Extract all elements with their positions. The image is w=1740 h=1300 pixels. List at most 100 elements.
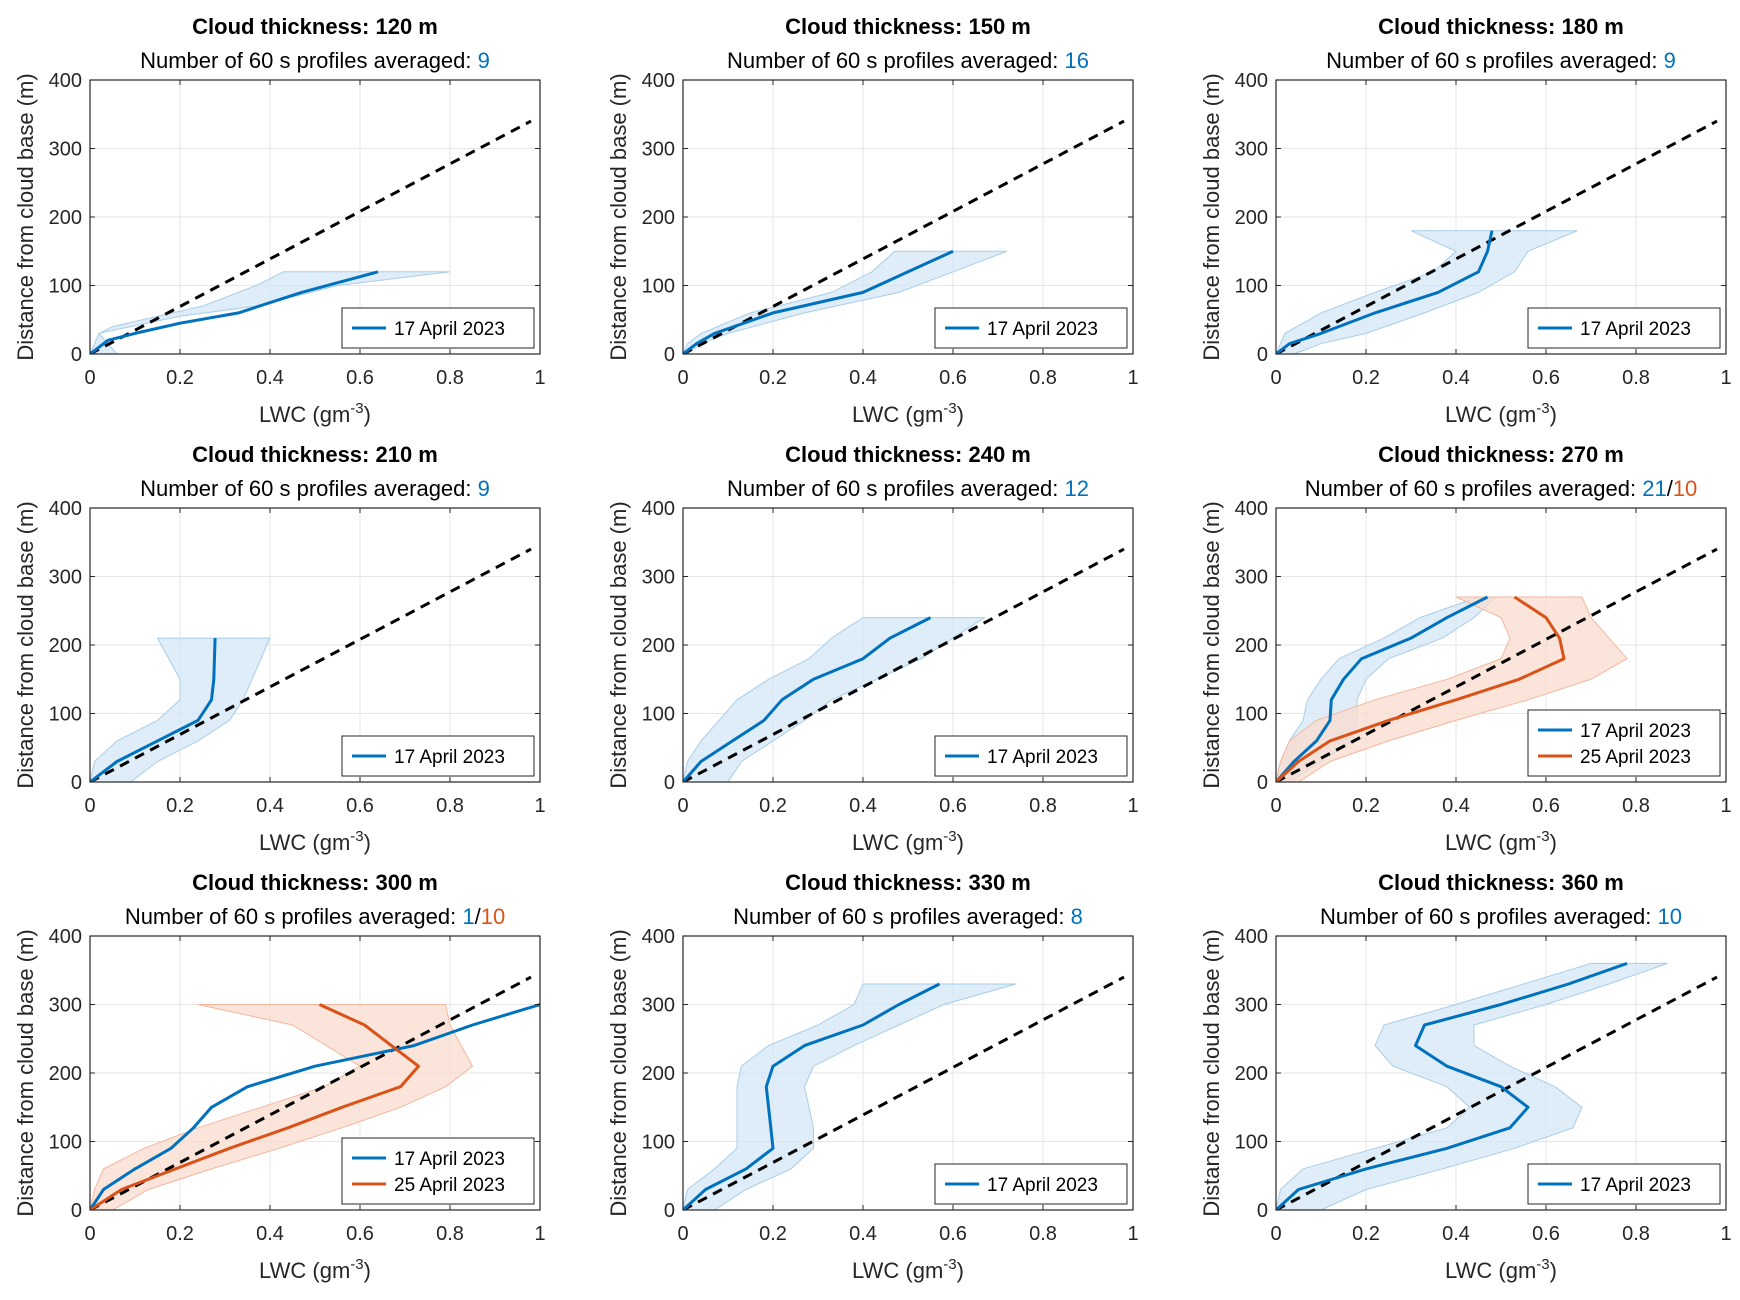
x-axis-label: LWC (gm-3) (852, 1256, 964, 1283)
subtitle-count-1: 9 (478, 476, 490, 501)
y-tick-label: 300 (642, 995, 675, 1017)
subtitle-prefix: Number of 60 s profiles averaged: (727, 48, 1065, 73)
x-tick-label: 0.2 (166, 1223, 194, 1245)
y-tick-label: 0 (664, 1200, 675, 1222)
x-axis-label-sup: -3 (350, 1256, 363, 1273)
y-tick-label: 300 (1235, 995, 1268, 1017)
x-tick-label: 0 (677, 367, 688, 389)
legend: 17 April 2023 (934, 307, 1128, 349)
x-tick-label: 0.2 (166, 795, 194, 817)
legend-label-2: 25 April 2023 (394, 1175, 505, 1196)
reference-dashed-line (90, 547, 532, 782)
chart-subtitle: Number of 60 s profiles averaged: 12 (727, 476, 1089, 501)
y-axis-label: Distance from cloud base (m) (1199, 501, 1224, 788)
y-tick-label: 400 (49, 70, 82, 92)
x-tick-label: 1 (534, 367, 545, 389)
y-tick-label: 300 (642, 139, 675, 161)
x-axis-label-suffix: ) (957, 830, 964, 855)
x-axis-label: LWC (gm-3) (1445, 828, 1557, 855)
series-line-1 (90, 1003, 540, 1210)
series-line-1 (90, 638, 217, 782)
x-tick-label: 0 (1270, 1223, 1281, 1245)
y-tick-label: 0 (1257, 772, 1268, 794)
legend-label-1: 17 April 2023 (987, 747, 1098, 768)
chart-subtitle: Number of 60 s profiles averaged: 8 (733, 904, 1083, 929)
legend: 17 April 2023 (934, 1163, 1128, 1205)
x-tick-label: 0 (1270, 367, 1281, 389)
y-axis-label: Distance from cloud base (m) (606, 929, 631, 1216)
x-tick-label: 0.4 (849, 795, 877, 817)
x-axis-label-main: LWC (gm (259, 1258, 350, 1283)
series-band-1 (90, 271, 451, 354)
legend-label-1: 17 April 2023 (1580, 721, 1691, 742)
x-axis-label-sup: -3 (943, 828, 956, 845)
reference-dashed-line (1276, 975, 1718, 1210)
x-tick-label: 0 (84, 367, 95, 389)
x-tick-label: 0.6 (1532, 1223, 1560, 1245)
subtitle-prefix: Number of 60 s profiles averaged: (733, 904, 1071, 929)
y-tick-label: 100 (49, 276, 82, 298)
x-tick-label: 0.8 (1622, 1223, 1650, 1245)
data-layer (683, 119, 1125, 354)
y-tick-label: 400 (642, 498, 675, 520)
legend-label-1: 17 April 2023 (394, 747, 505, 768)
x-tick-label: 0.2 (1352, 367, 1380, 389)
x-axis-label-sup: -3 (1536, 400, 1549, 417)
y-tick-label: 300 (642, 567, 675, 589)
chart-title: Cloud thickness: 120 m (192, 14, 438, 39)
y-tick-label: 200 (1235, 635, 1268, 657)
y-tick-label: 300 (1235, 139, 1268, 161)
subtitle-prefix: Number of 60 s profiles averaged: (1305, 476, 1643, 501)
x-tick-label: 0.6 (346, 795, 374, 817)
x-tick-label: 0.4 (256, 367, 284, 389)
legend-label-1: 17 April 2023 (1580, 1175, 1691, 1196)
reference-dashed-line (90, 975, 532, 1210)
subtitle-count-2: 10 (481, 904, 505, 929)
data-layer (1276, 547, 1718, 782)
data-layer (90, 975, 540, 1210)
x-tick-label: 0 (677, 795, 688, 817)
x-tick-label: 0.6 (939, 795, 967, 817)
x-tick-label: 1 (1720, 1223, 1731, 1245)
x-axis-label-main: LWC (gm (259, 402, 350, 427)
reference-dashed-line (1276, 119, 1718, 354)
x-tick-label: 1 (534, 795, 545, 817)
series-line-2 (90, 1003, 420, 1210)
subtitle-prefix: Number of 60 s profiles averaged: (1320, 904, 1658, 929)
data-layer (90, 119, 532, 354)
series-line-1 (1276, 595, 1489, 782)
reference-dashed-line (1276, 547, 1718, 782)
y-tick-label: 400 (49, 498, 82, 520)
y-tick-label: 100 (642, 1132, 675, 1154)
x-tick-label: 0.6 (939, 367, 967, 389)
subtitle-prefix: Number of 60 s profiles averaged: (1326, 48, 1664, 73)
series-line-1 (683, 249, 954, 354)
series-line-1 (1276, 230, 1494, 354)
x-axis-label-sup: -3 (943, 400, 956, 417)
x-axis-label-main: LWC (gm (852, 830, 943, 855)
y-tick-label: 200 (642, 207, 675, 229)
subtitle-prefix: Number of 60 s profiles averaged: (727, 476, 1065, 501)
chart-panel-5: 0 0.2 0.4 0.6 0.8 1 0 100 200 300 400 Cloud thickne… (606, 442, 1139, 855)
legend-label-1: 17 April 2023 (394, 1149, 505, 1170)
legend: 17 April 2023 25 April 2023 (1527, 709, 1721, 777)
x-tick-label: 1 (1127, 1223, 1138, 1245)
chart-subtitle: Number of 60 s profiles averaged: 9 (140, 48, 490, 73)
x-tick-label: 0 (1270, 795, 1281, 817)
x-tick-label: 0.8 (436, 1223, 464, 1245)
x-tick-label: 0.2 (759, 1223, 787, 1245)
y-tick-label: 400 (1235, 926, 1268, 948)
x-axis-label-main: LWC (gm (1445, 1258, 1536, 1283)
x-axis-label-main: LWC (gm (1445, 830, 1536, 855)
legend-label-2: 25 April 2023 (1580, 747, 1691, 768)
x-tick-label: 0.6 (346, 1223, 374, 1245)
legend: 17 April 2023 (341, 307, 535, 349)
x-axis-label-suffix: ) (1550, 402, 1557, 427)
y-tick-label: 200 (1235, 207, 1268, 229)
legend-label-1: 17 April 2023 (394, 319, 505, 340)
x-tick-label: 0 (84, 795, 95, 817)
y-tick-label: 0 (71, 1200, 82, 1222)
x-axis-label-sup: -3 (1536, 828, 1549, 845)
x-tick-label: 0.6 (1532, 795, 1560, 817)
y-tick-label: 200 (642, 635, 675, 657)
